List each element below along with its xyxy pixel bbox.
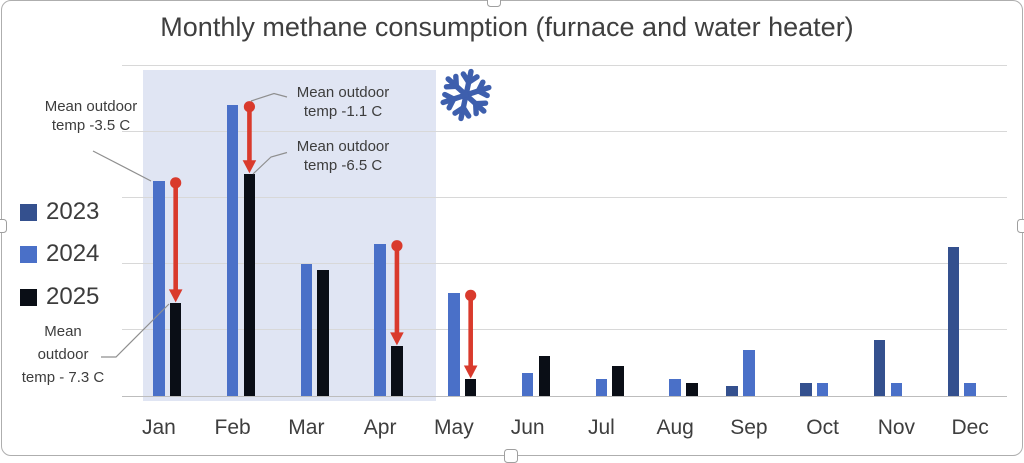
x-axis-label-Sep: Sep xyxy=(730,416,768,439)
bar-2023-Sep[interactable] xyxy=(726,386,738,396)
x-axis-label-Aug: Aug xyxy=(656,416,694,439)
annotation-feb-2024-temp[interactable]: Mean outdoor temp -1.1 C xyxy=(296,84,390,120)
bar-2024-Jan[interactable] xyxy=(153,180,165,396)
winter-highlight-region[interactable] xyxy=(143,70,436,401)
resize-handle-right[interactable] xyxy=(1017,219,1024,233)
bar-2023-Nov[interactable] xyxy=(873,339,886,396)
bar-2025-Feb[interactable] xyxy=(243,174,256,396)
gridline xyxy=(122,64,1007,66)
bar-2023-Oct[interactable] xyxy=(800,382,812,396)
x-axis-label-Mar: Mar xyxy=(288,416,325,439)
resize-handle-bottom[interactable] xyxy=(504,449,518,463)
bar-2025-Jun[interactable] xyxy=(538,356,551,396)
annotation-jan-2024-temp[interactable]: Mean outdoor temp -3.5 C xyxy=(44,98,138,134)
x-axis-label-Jun: Jun xyxy=(510,416,545,439)
bar-2024-May[interactable] xyxy=(448,293,460,396)
bar-2025-Aug[interactable] xyxy=(686,382,698,396)
gridline xyxy=(122,130,1007,132)
chart-title[interactable]: Monthly methane consumption (furnace and… xyxy=(160,12,854,42)
legend-item-2023[interactable]: 2023 xyxy=(20,198,100,225)
x-axis-label-Jul: Jul xyxy=(587,416,615,439)
bar-2024-Oct[interactable] xyxy=(816,382,829,396)
x-axis-label-Apr: Apr xyxy=(363,416,397,439)
bar-2024-Aug[interactable] xyxy=(669,379,681,396)
bar-2025-May[interactable] xyxy=(464,379,477,396)
x-axis-label-Feb: Feb xyxy=(214,416,251,439)
bar-2023-Dec[interactable] xyxy=(947,247,960,396)
bar-2024-Jun[interactable] xyxy=(521,372,534,396)
gridline xyxy=(122,196,1007,198)
legend-item-2024[interactable]: 2024 xyxy=(20,240,100,267)
resize-handle-left[interactable] xyxy=(0,219,7,233)
legend-swatch-2023 xyxy=(20,203,37,221)
bar-2024-Mar[interactable] xyxy=(300,263,313,396)
legend-swatch-2025 xyxy=(20,288,37,306)
legend-label-2025: 2025 xyxy=(46,283,100,310)
resize-handle-top[interactable] xyxy=(487,0,501,7)
gridline xyxy=(122,263,1007,265)
legend-item-2025[interactable]: 2025 xyxy=(20,283,100,310)
legend-label-2024: 2024 xyxy=(46,240,100,267)
bar-2025-Jul[interactable] xyxy=(612,366,624,396)
legend-label-2023: 2023 xyxy=(46,198,100,225)
annotation-feb-2025-temp[interactable]: Mean outdoor temp -6.5 C xyxy=(296,138,390,174)
x-axis-label-Oct: Oct xyxy=(806,416,839,439)
x-axis-label-Nov: Nov xyxy=(877,416,916,439)
annotation-jan-2025-temp[interactable]: Mean outdoor temp - 7.3 C xyxy=(21,323,105,386)
bar-2025-Jan[interactable] xyxy=(169,303,182,396)
x-axis-label-May: May xyxy=(434,416,474,439)
legend-swatch-2024 xyxy=(20,245,37,263)
bar-2025-Mar[interactable] xyxy=(317,270,329,396)
bar-2024-Nov[interactable] xyxy=(890,382,903,396)
x-axis-label-Jan: Jan xyxy=(141,416,176,439)
x-axis-label-Dec: Dec xyxy=(951,416,989,439)
bar-2024-Apr[interactable] xyxy=(374,243,386,396)
bar-2024-Jul[interactable] xyxy=(595,379,608,396)
bar-2024-Dec[interactable] xyxy=(964,382,976,396)
gridline xyxy=(122,329,1007,331)
bar-2024-Feb[interactable] xyxy=(226,104,239,396)
x-axis-line xyxy=(122,396,1007,397)
bar-2025-Apr[interactable] xyxy=(391,346,403,396)
bar-2024-Sep[interactable] xyxy=(743,349,755,396)
